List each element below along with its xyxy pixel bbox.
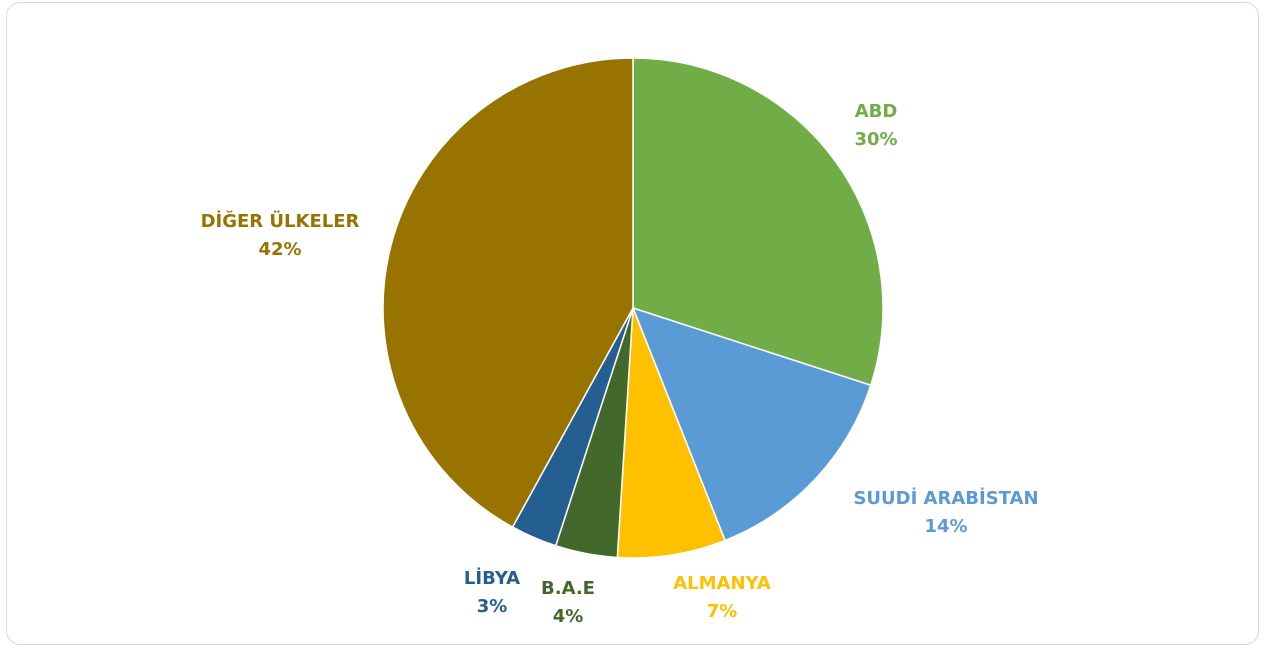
pie-slice xyxy=(631,306,872,542)
slice-value-label: 7% xyxy=(707,601,738,622)
slice-value-label: 14% xyxy=(924,516,967,537)
slice-label: LİBYA xyxy=(464,567,520,589)
slice-label: ABD xyxy=(855,101,898,122)
slice-value-label: 30% xyxy=(854,129,897,150)
pie-slice xyxy=(616,307,727,559)
pie-slice xyxy=(632,57,884,387)
slice-value-label: 42% xyxy=(258,239,301,260)
slice-label: SUUDİ ARABİSTAN xyxy=(853,487,1038,509)
slice-label: B.A.E xyxy=(541,578,595,599)
slice-value-label: 3% xyxy=(477,596,508,617)
slice-label: ALMANYA xyxy=(673,573,771,594)
pie-slice xyxy=(382,57,634,529)
slice-label: DİĞER ÜLKELER xyxy=(201,210,360,232)
chart-frame xyxy=(6,2,1259,645)
slice-value-label: 4% xyxy=(553,606,584,627)
